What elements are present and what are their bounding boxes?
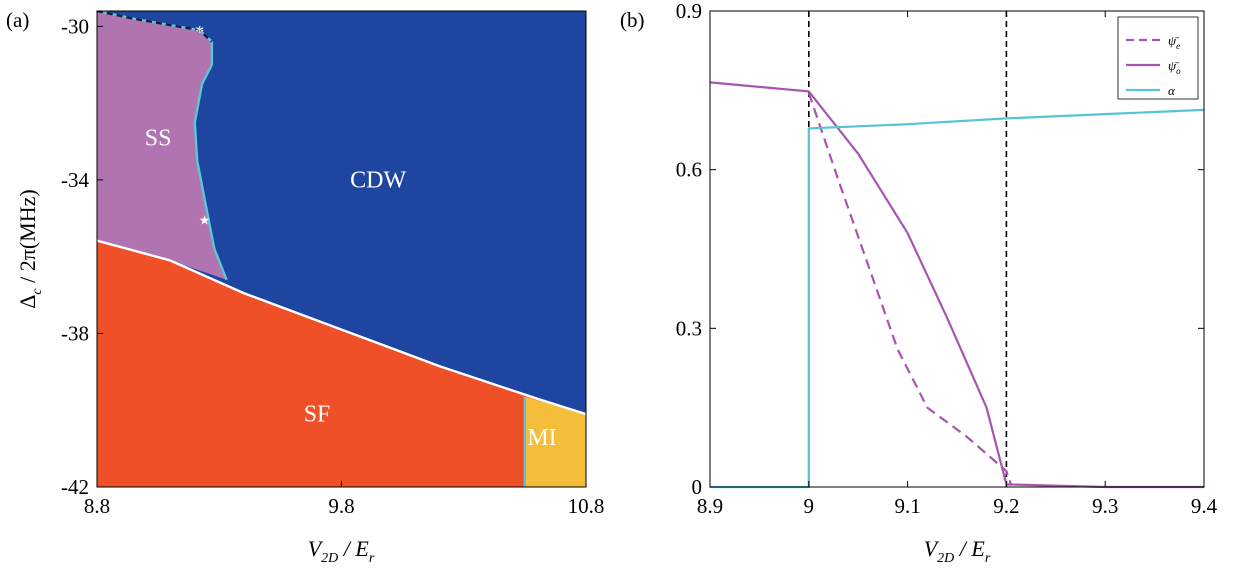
y-tick-label: -34 <box>61 168 89 192</box>
x-tick-label: 9.1 <box>894 494 920 518</box>
legend: ψ̄eψ̄oα <box>1117 16 1199 100</box>
x-axis-label-b: V2D / Er <box>924 536 991 566</box>
x-axis-label-a: V2D / Er <box>308 536 375 566</box>
y-tick-label: 0.3 <box>676 316 702 340</box>
legend-label-2: α <box>1168 83 1176 98</box>
x-tick-label: 8.9 <box>697 494 723 518</box>
y-tick-label: 0.6 <box>676 158 702 182</box>
region-sf <box>97 240 586 487</box>
series-line-1 <box>709 81 1204 489</box>
sf-boundary-line <box>97 239 586 416</box>
y-tick-label: -30 <box>61 14 89 38</box>
phase-boundaries <box>97 11 586 487</box>
region-label-sf: SF <box>304 402 331 428</box>
series-line-0 <box>807 92 1013 486</box>
x-tick-label: 9.3 <box>1092 494 1118 518</box>
region-label-mi: MI <box>527 425 556 451</box>
panel-b: (b) 8.9 9 9.1 9.2 9.3 9.4 0 0.3 0.6 0.9 ψ̄eψ̄oα V… <box>620 0 1218 566</box>
x-tick-label: 9.8 <box>328 494 354 518</box>
marker-0: * <box>195 22 204 42</box>
markers: *★ <box>195 22 210 227</box>
ss-cdw-dashed-line <box>97 11 213 43</box>
legend-box <box>1117 16 1199 100</box>
marker-1: ★ <box>199 212 211 227</box>
y-tick-label: 0 <box>692 475 703 499</box>
panel-b-label: (b) <box>620 8 645 32</box>
x-tick-label: 9.2 <box>993 494 1019 518</box>
phase-regions <box>97 11 586 487</box>
y-axis-label-a: Δc / 2π(MHz) <box>15 189 45 308</box>
x-tick-label: 9.4 <box>1191 494 1218 518</box>
axis-ticks-a: 8.8 9.8 10.8 -30 -34 -38 -42 <box>61 14 604 518</box>
x-tick-label: 10.8 <box>568 494 605 518</box>
region-ss <box>97 11 227 280</box>
y-tick-label: -42 <box>61 475 89 499</box>
dashed-vlines <box>807 11 1008 487</box>
plot-frame-b <box>709 10 1205 488</box>
y-tick-label: 0.9 <box>676 0 702 23</box>
x-tick-label: 8.8 <box>84 494 110 518</box>
region-labels: SS CDW SF MI <box>145 125 557 450</box>
y-tick-label: -38 <box>61 321 89 345</box>
series-lines <box>709 81 1205 489</box>
panel-a-label: (a) <box>6 8 29 32</box>
x-tick-label: 9 <box>804 494 815 518</box>
region-label-ss: SS <box>145 125 172 151</box>
axis-ticks-b: 8.9 9 9.1 9.2 9.3 9.4 0 0.3 0.6 0.9 <box>676 0 1218 518</box>
region-label-cdw: CDW <box>350 168 406 194</box>
region-mi <box>524 396 586 487</box>
